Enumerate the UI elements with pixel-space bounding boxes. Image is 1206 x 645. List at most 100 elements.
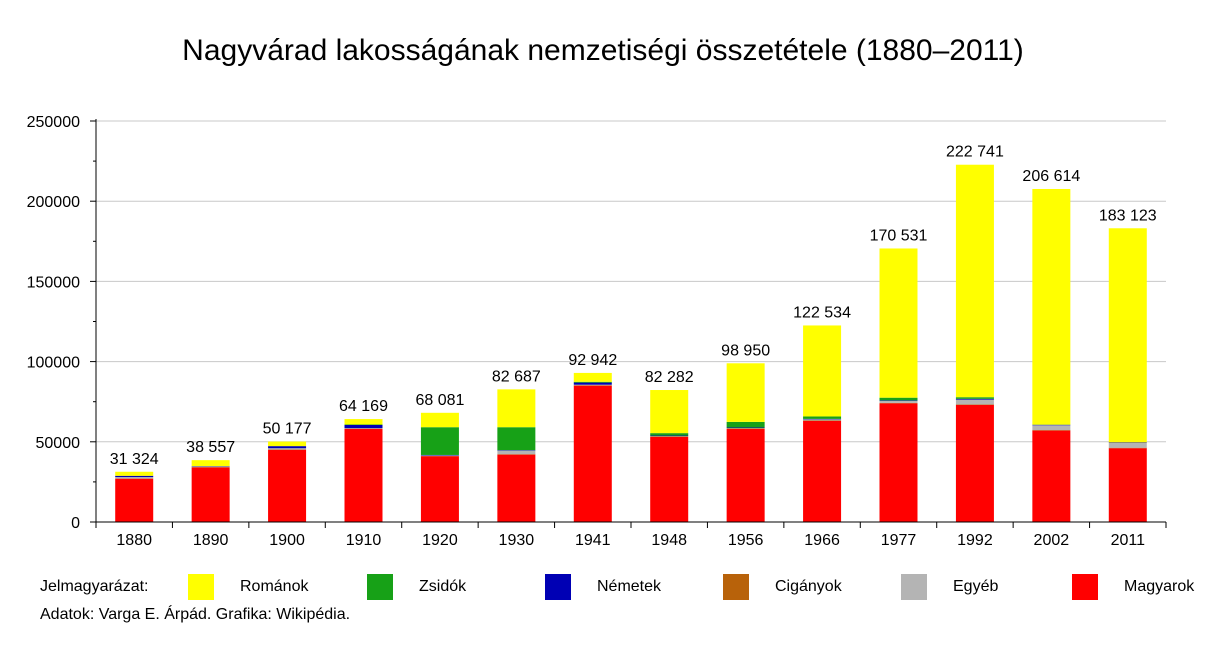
total-label: 170 531 bbox=[870, 227, 928, 244]
y-tick-label: 50000 bbox=[36, 435, 81, 452]
bar-segment bbox=[191, 460, 230, 467]
bar-segment bbox=[955, 164, 994, 398]
y-tick-label: 150000 bbox=[27, 274, 80, 291]
legend-label-zsidok: Zsidók bbox=[419, 578, 467, 595]
bar-segment bbox=[573, 372, 612, 382]
bar-segment bbox=[1108, 442, 1147, 448]
bar-segment bbox=[573, 381, 612, 383]
x-tick-label: 2002 bbox=[1034, 532, 1070, 549]
x-tick-label: 1956 bbox=[728, 532, 764, 549]
bar-segment bbox=[650, 433, 689, 436]
legend-label-ciganyok: Cigányok bbox=[775, 578, 842, 595]
legend-label-nemetek: Németek bbox=[597, 578, 662, 595]
bar-segment bbox=[955, 398, 994, 400]
legend-swatch-zsidok bbox=[367, 574, 393, 600]
x-tick-label: 1900 bbox=[269, 532, 305, 549]
bar-segment bbox=[1108, 228, 1147, 443]
legend-item-egyeb: Egyéb bbox=[901, 574, 998, 600]
total-label: 82 687 bbox=[492, 368, 541, 385]
bar-segment bbox=[879, 248, 918, 398]
bar-segment bbox=[268, 441, 307, 447]
bar-segment bbox=[1108, 448, 1147, 522]
total-label: 68 081 bbox=[415, 392, 464, 409]
total-label: 64 169 bbox=[339, 398, 388, 415]
bar-segment bbox=[955, 399, 994, 405]
bar-segment bbox=[497, 389, 536, 428]
legend-label-egyeb: Egyéb bbox=[953, 578, 999, 595]
bar-segment bbox=[726, 363, 765, 422]
chart-plot: Nagyvárad lakosságának nemzetiségi össze… bbox=[27, 34, 1167, 549]
x-tick-label: 2011 bbox=[1111, 532, 1146, 549]
x-tick-label: 1880 bbox=[116, 532, 152, 549]
bar-segment bbox=[344, 419, 383, 425]
legend-item-zsidok: Zsidók bbox=[367, 574, 466, 600]
bar-segment bbox=[268, 449, 307, 522]
legend-swatch-nemetek bbox=[545, 574, 571, 600]
legend-item-ciganyok: Cigányok bbox=[723, 574, 842, 600]
legend-swatch-romanok bbox=[188, 574, 214, 600]
legend-swatch-egyeb bbox=[901, 574, 927, 600]
legend-intro: Jelmagyarázat: bbox=[40, 578, 149, 595]
bar-segment bbox=[573, 385, 612, 522]
legend-label-magyarok: Magyarok bbox=[1124, 578, 1195, 595]
bar-segment bbox=[726, 428, 765, 522]
total-label: 50 177 bbox=[263, 421, 312, 438]
bar-segment bbox=[497, 454, 536, 522]
total-label: 122 534 bbox=[793, 304, 851, 321]
bar-segment bbox=[115, 477, 154, 479]
y-tick-label: 250000 bbox=[27, 114, 80, 131]
total-label: 183 123 bbox=[1099, 207, 1157, 224]
x-tick-label: 1920 bbox=[422, 532, 458, 549]
bar-segment bbox=[955, 397, 994, 399]
bar-segment bbox=[420, 456, 459, 522]
y-tick-label: 0 bbox=[71, 515, 80, 532]
x-tick-label: 1977 bbox=[881, 532, 917, 549]
bar-segment bbox=[1032, 430, 1071, 522]
bar-segment bbox=[650, 390, 689, 434]
y-tick-label: 100000 bbox=[27, 355, 80, 372]
bar-segment bbox=[803, 416, 842, 419]
total-label: 31 324 bbox=[110, 451, 159, 468]
total-label: 92 942 bbox=[568, 352, 617, 369]
legend-label-romanok: Románok bbox=[240, 578, 309, 595]
bar-segment bbox=[115, 475, 154, 478]
x-tick-label: 1941 bbox=[575, 532, 611, 549]
bar-segment bbox=[879, 400, 918, 403]
bar-segment bbox=[497, 450, 536, 455]
bar-segment bbox=[955, 404, 994, 522]
bar-segment bbox=[115, 471, 154, 476]
x-tick-label: 1890 bbox=[193, 532, 229, 549]
bar-segment bbox=[268, 446, 307, 449]
x-tick-label: 1930 bbox=[499, 532, 535, 549]
legend-swatch-ciganyok bbox=[723, 574, 749, 600]
bar-segment bbox=[191, 467, 230, 522]
bar-segment bbox=[726, 421, 765, 428]
x-tick-label: 1992 bbox=[957, 532, 993, 549]
source-note: Adatok: Varga E. Árpád. Grafika: Wikipéd… bbox=[40, 606, 351, 623]
bar-segment bbox=[1032, 188, 1071, 425]
bar-segment bbox=[650, 436, 689, 522]
x-tick-label: 1910 bbox=[346, 532, 382, 549]
bar-segment bbox=[268, 448, 307, 450]
bar-segment bbox=[879, 403, 918, 522]
total-label: 206 614 bbox=[1022, 168, 1080, 185]
total-label: 82 282 bbox=[645, 369, 694, 386]
bar-segment bbox=[803, 325, 842, 417]
total-label: 222 741 bbox=[946, 144, 1004, 161]
x-tick-label: 1966 bbox=[804, 532, 840, 549]
bar-segment bbox=[420, 412, 459, 428]
legend-swatch-magyarok bbox=[1072, 574, 1098, 600]
legend-item-romanok: Románok bbox=[188, 574, 308, 600]
bar-segment bbox=[573, 382, 612, 385]
x-tick-label: 1948 bbox=[651, 532, 687, 549]
total-label: 98 950 bbox=[721, 342, 770, 359]
bar-segment bbox=[420, 427, 459, 455]
chart-title: Nagyvárad lakosságának nemzetiségi össze… bbox=[182, 34, 1024, 67]
y-tick-label: 200000 bbox=[27, 194, 80, 211]
bar-segment bbox=[497, 427, 536, 451]
bar-segment bbox=[1032, 425, 1071, 431]
bar-segment bbox=[115, 478, 154, 522]
bar-segment bbox=[803, 420, 842, 522]
total-label: 38 557 bbox=[186, 439, 235, 456]
